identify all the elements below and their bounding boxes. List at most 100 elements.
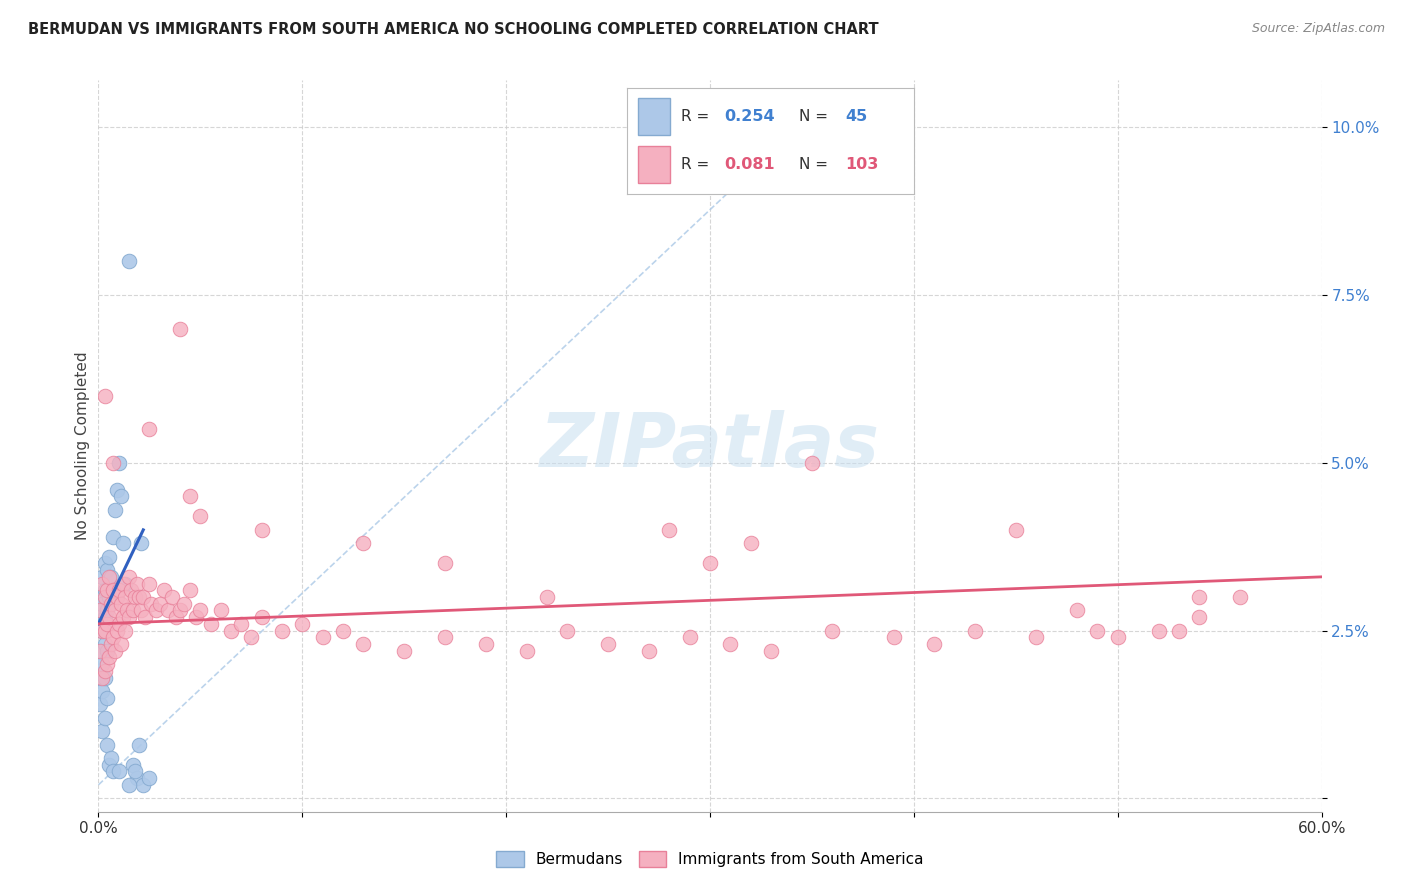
- Point: [1085, 624, 1108, 638]
- Point: [93, 711, 115, 725]
- Point: [93, 389, 115, 403]
- Point: [312, 630, 335, 644]
- Point: [188, 509, 212, 524]
- Point: [270, 624, 294, 638]
- Point: [91, 671, 114, 685]
- Point: [114, 624, 136, 638]
- Point: [89, 671, 111, 685]
- Point: [821, 624, 844, 638]
- Point: [91, 624, 114, 638]
- Point: [89, 610, 111, 624]
- Point: [169, 603, 191, 617]
- Point: [474, 637, 498, 651]
- Point: [108, 764, 131, 779]
- Point: [883, 630, 905, 644]
- Point: [169, 321, 191, 335]
- Point: [89, 590, 111, 604]
- Point: [89, 603, 111, 617]
- Point: [179, 583, 201, 598]
- Point: [91, 570, 114, 584]
- Point: [91, 657, 114, 671]
- Point: [718, 637, 742, 651]
- Point: [516, 643, 538, 657]
- Point: [101, 456, 124, 470]
- Text: ZIPatlas: ZIPatlas: [540, 409, 880, 483]
- Point: [637, 643, 661, 657]
- Point: [128, 590, 150, 604]
- Point: [132, 778, 155, 792]
- Point: [124, 590, 146, 604]
- Point: [156, 603, 179, 617]
- Point: [104, 502, 127, 516]
- Point: [97, 650, 120, 665]
- Point: [105, 590, 128, 604]
- Point: [118, 254, 141, 268]
- Point: [96, 563, 118, 577]
- Point: [138, 576, 160, 591]
- Point: [173, 597, 195, 611]
- Point: [536, 590, 558, 604]
- Point: [186, 610, 208, 624]
- Point: [100, 751, 122, 765]
- Point: [555, 624, 579, 638]
- Point: [97, 590, 120, 604]
- Point: [96, 583, 118, 598]
- Point: [111, 576, 134, 591]
- Point: [152, 583, 174, 598]
- Point: [93, 583, 115, 598]
- Point: [93, 664, 115, 678]
- Point: [96, 690, 118, 705]
- Point: [101, 583, 124, 598]
- Point: [761, 643, 783, 657]
- Point: [96, 657, 118, 671]
- Point: [118, 570, 141, 584]
- Point: [352, 637, 374, 651]
- Point: [250, 610, 273, 624]
- Point: [801, 456, 824, 470]
- Point: [138, 422, 160, 436]
- Point: [179, 489, 201, 503]
- Point: [93, 610, 115, 624]
- Point: [138, 771, 160, 785]
- Point: [89, 698, 111, 712]
- Point: [965, 624, 987, 638]
- Point: [132, 590, 155, 604]
- Point: [101, 764, 124, 779]
- Point: [100, 637, 122, 651]
- Point: [122, 603, 145, 617]
- Point: [231, 616, 253, 631]
- Point: [93, 671, 115, 685]
- Point: [127, 576, 149, 591]
- Point: [219, 624, 242, 638]
- Point: [91, 624, 114, 638]
- Point: [127, 771, 149, 785]
- Point: [291, 616, 314, 631]
- Point: [149, 597, 172, 611]
- Point: [91, 724, 114, 739]
- Point: [93, 624, 115, 638]
- Point: [145, 603, 167, 617]
- Point: [165, 610, 187, 624]
- Point: [101, 530, 124, 544]
- Point: [658, 523, 681, 537]
- Point: [699, 557, 721, 571]
- Point: [91, 684, 114, 698]
- Text: Source: ZipAtlas.com: Source: ZipAtlas.com: [1251, 22, 1385, 36]
- Point: [129, 603, 152, 617]
- Point: [96, 616, 118, 631]
- Point: [104, 643, 127, 657]
- Point: [91, 597, 114, 611]
- Point: [114, 590, 136, 604]
- Point: [97, 570, 120, 584]
- Point: [97, 757, 120, 772]
- Point: [1188, 610, 1211, 624]
- Point: [352, 536, 374, 550]
- Y-axis label: No Schooling Completed: No Schooling Completed: [75, 351, 90, 541]
- Point: [118, 610, 141, 624]
- Point: [110, 597, 132, 611]
- Point: [114, 576, 136, 591]
- Point: [91, 576, 114, 591]
- Point: [97, 549, 120, 564]
- Point: [111, 536, 134, 550]
- Point: [188, 603, 212, 617]
